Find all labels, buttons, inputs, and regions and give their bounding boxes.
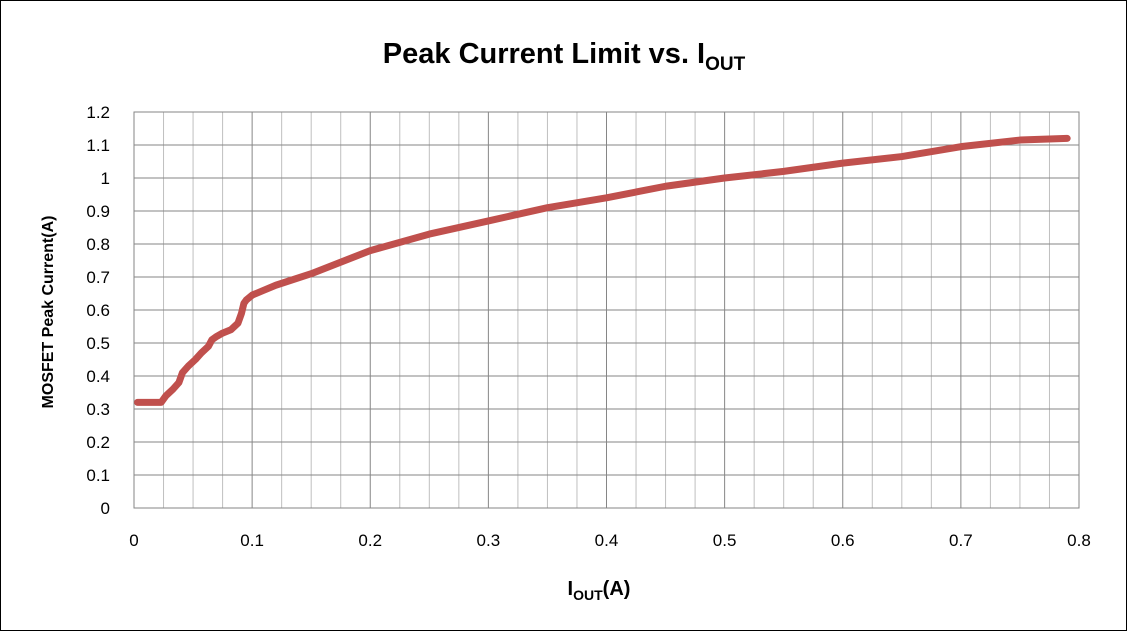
y-tick-label: 0.3: [86, 400, 110, 419]
y-tick-label: 1.2: [86, 103, 110, 122]
series-line: [134, 134, 1071, 406]
y-tick-label: 1.1: [86, 136, 110, 155]
chart-title-subscript: OUT: [705, 54, 746, 75]
y-tick-label: 0.9: [86, 202, 110, 221]
y-tick-label: 0.7: [86, 268, 110, 287]
x-tick-label: 0.6: [831, 531, 855, 550]
y-tick-label: 1: [101, 169, 110, 188]
series-layer: [134, 134, 1071, 406]
y-tick-label: 0.8: [86, 235, 110, 254]
x-tick-label: 0.5: [713, 531, 737, 550]
major-grid: [133, 111, 1080, 509]
x-axis-title: IOUT(A): [568, 578, 631, 603]
x-tick-label: 0.7: [949, 531, 973, 550]
y-axis-title: MOSFET Peak Current(A): [40, 216, 57, 409]
chart-title: Peak Current Limit vs. IOUT: [383, 38, 746, 75]
x-tick-label: 0.8: [1067, 531, 1091, 550]
y-tick-label: 0.6: [86, 301, 110, 320]
y-tick-label: 0: [101, 499, 110, 518]
y-tick-label: 0.1: [86, 466, 110, 485]
plot-area-border: [133, 111, 1080, 509]
x-tick-label: 0.4: [595, 531, 619, 550]
x-axis-title-subscript: OUT: [573, 587, 603, 603]
x-tick-label: 0.3: [477, 531, 501, 550]
x-tick-label: 0.2: [358, 531, 382, 550]
y-tick-labels: 0 0.1 0.2 0.3 0.4 0.5 0.6 0.7 0.8 0.9 1 1.1 1.2: [86, 103, 110, 518]
y-tick-label: 0.4: [86, 367, 110, 386]
x-axis-title-suffix: (A): [603, 578, 631, 600]
y-tick-label: 0.2: [86, 433, 110, 452]
x-tick-label: 0: [129, 531, 138, 550]
x-tick-label: 0.1: [240, 531, 264, 550]
y-tick-label: 0.5: [86, 334, 110, 353]
x-tick-labels: 0 0.1 0.2 0.3 0.4 0.5 0.6 0.7 0.8: [129, 531, 1091, 550]
